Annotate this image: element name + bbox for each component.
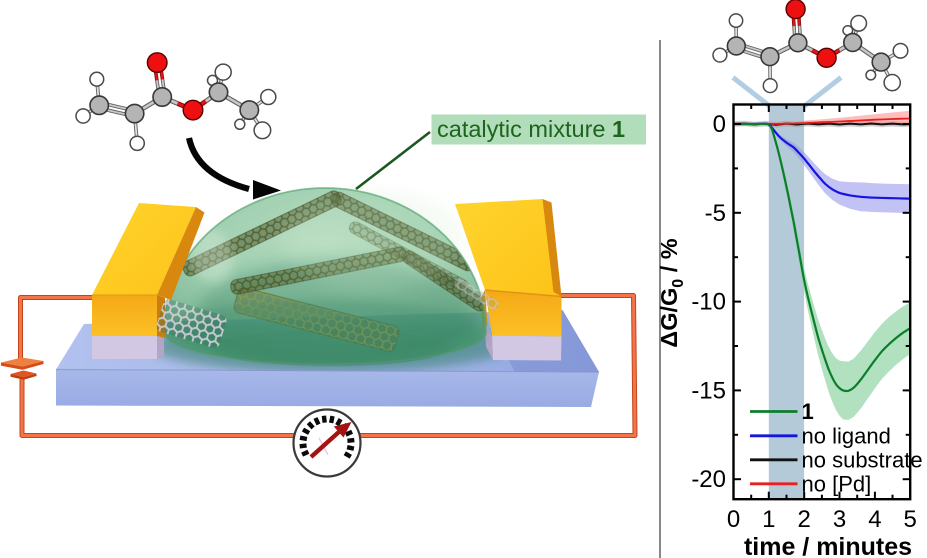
svg-text:time / minutes: time / minutes — [744, 533, 912, 558]
svg-text:-20: -20 — [691, 466, 726, 493]
svg-text:-10: -10 — [691, 289, 726, 316]
svg-text:-15: -15 — [691, 377, 726, 404]
svg-text:5: 5 — [904, 506, 917, 533]
svg-text:1: 1 — [762, 506, 775, 533]
svg-text:no [Pd]: no [Pd] — [802, 471, 872, 496]
svg-text:3: 3 — [833, 506, 846, 533]
svg-text:0: 0 — [727, 506, 740, 533]
svg-text:2: 2 — [798, 506, 811, 533]
svg-text:no ligand: no ligand — [802, 423, 891, 448]
svg-text:catalytic mixture 1: catalytic mixture 1 — [437, 116, 625, 142]
svg-text:no substrate: no substrate — [802, 447, 923, 472]
svg-text:ΔG/G0 / %: ΔG/G0 / % — [656, 238, 687, 347]
svg-text:0: 0 — [713, 111, 726, 138]
svg-text:-5: -5 — [705, 200, 726, 227]
svg-text:4: 4 — [868, 506, 881, 533]
svg-text:1: 1 — [802, 399, 814, 424]
